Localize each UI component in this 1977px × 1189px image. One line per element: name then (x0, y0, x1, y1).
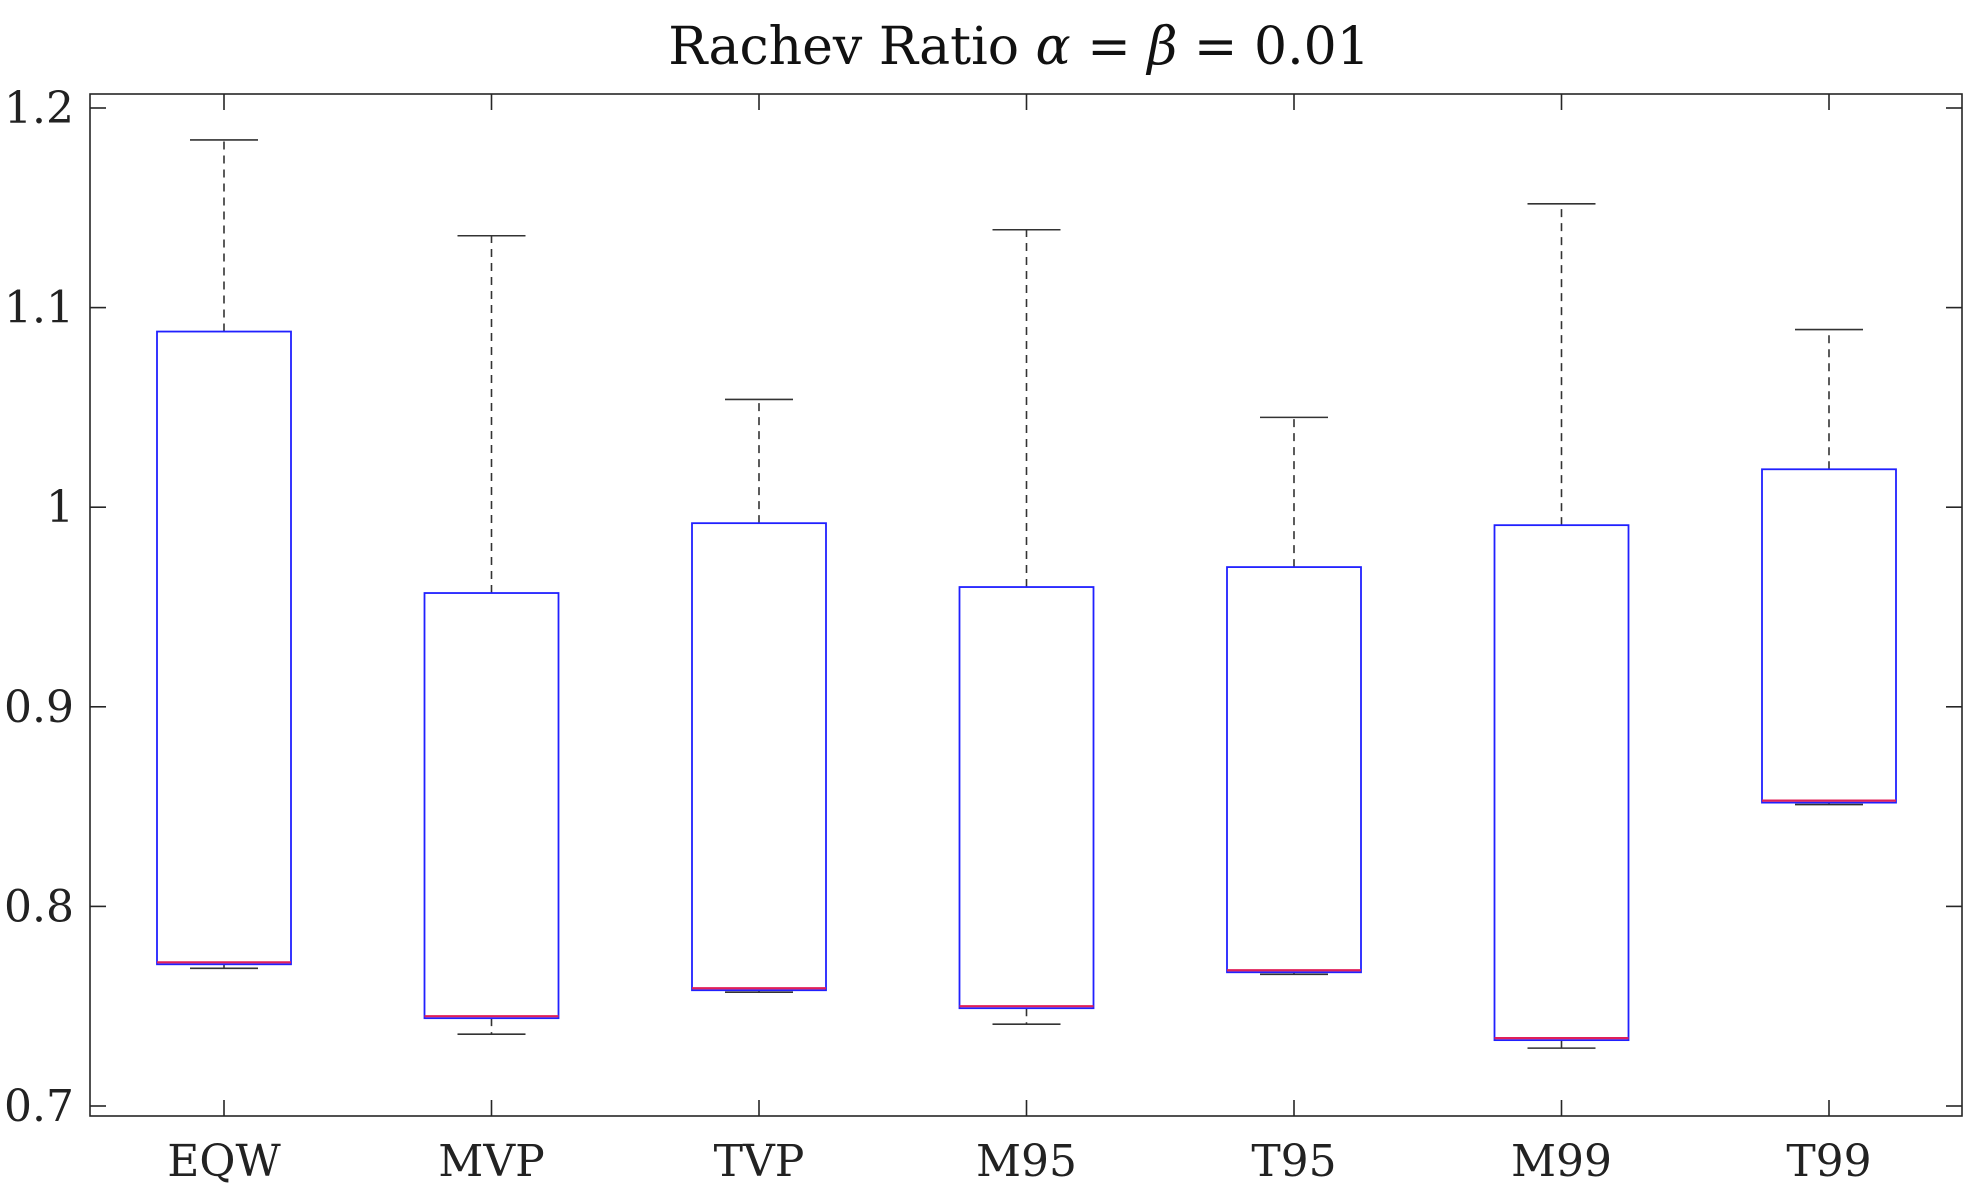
title-prefix: Rachev Ratio (668, 17, 1035, 77)
title-equals-1: = (1071, 17, 1148, 77)
y-tick-label: 0.8 (4, 881, 74, 932)
box-t95 (1226, 566, 1362, 974)
box-tvp (691, 522, 827, 992)
box-m95 (958, 586, 1095, 1010)
y-tick-label: 0.7 (4, 1081, 74, 1132)
title-equals-value: = 0.01 (1177, 17, 1369, 77)
x-tick-label: T95 (1251, 1136, 1336, 1187)
box-t99 (1761, 468, 1897, 804)
x-tick-label: M99 (1511, 1136, 1612, 1187)
x-tick-label: EQW (167, 1136, 281, 1187)
y-tick-label: 0.9 (4, 682, 74, 733)
x-tick-label: MVP (438, 1136, 544, 1187)
x-tick-label: M95 (976, 1136, 1077, 1187)
box-m99 (1493, 524, 1630, 1042)
title-beta-symbol: β (1145, 17, 1177, 77)
x-tick-label: TVP (714, 1136, 805, 1187)
y-tick-label: 1 (46, 482, 74, 533)
box-eqw (156, 330, 292, 966)
y-tick-label: 1.1 (4, 283, 74, 334)
box-mvp (423, 592, 560, 1020)
plot-area: 0.7 0.8 0.9 1 1.1 1.2 EQW MVP TVP M95 T95 M99 T99 (4, 83, 1963, 1187)
title-alpha-symbol: α (1036, 17, 1071, 77)
y-tick-label: 1.2 (4, 83, 74, 134)
chart-title: Rachev Ratio α = β = 0.01 (668, 17, 1370, 77)
x-tick-label: T99 (1786, 1136, 1871, 1187)
